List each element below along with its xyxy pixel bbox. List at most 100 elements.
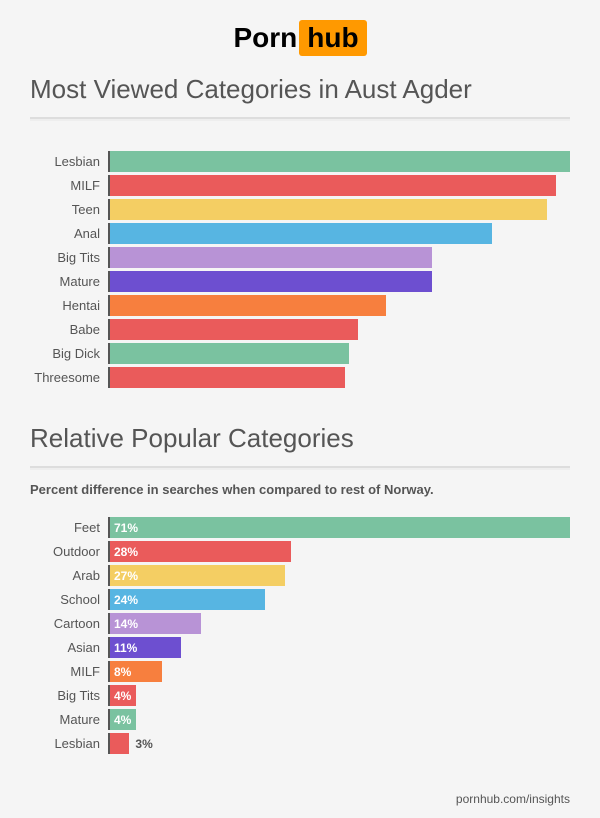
bar <box>110 151 570 172</box>
chart-row: MILF <box>30 175 570 196</box>
bar: 24% <box>110 589 265 610</box>
bar: 8% <box>110 661 162 682</box>
bar-label: MILF <box>30 178 108 193</box>
chart-row: Cartoon 14% <box>30 613 570 634</box>
bar-area <box>108 367 570 388</box>
bar-label: Arab <box>30 568 108 583</box>
bar: 4% <box>110 685 136 706</box>
bar: 14% <box>110 613 201 634</box>
bar: 27% <box>110 565 285 586</box>
logo-text-hub: hub <box>299 20 366 56</box>
bar-area: 71% <box>108 517 570 538</box>
bar-area <box>108 271 570 292</box>
chart-row: Lesbian 3% <box>30 733 570 754</box>
bar <box>110 367 345 388</box>
title-underline <box>30 117 570 121</box>
chart1: Lesbian MILF Teen Anal Big Tits Mature Hentai B… <box>30 151 570 388</box>
bar-label: Mature <box>30 274 108 289</box>
bar: 4% <box>110 709 136 730</box>
bar <box>110 271 432 292</box>
bar-label: Cartoon <box>30 616 108 631</box>
chart2: Feet 71% Outdoor 28% Arab 27% School 24% Cartoon… <box>30 517 570 754</box>
chart-row: Big Tits 4% <box>30 685 570 706</box>
chart2-title: Relative Popular Categories <box>30 423 570 454</box>
bar-area: 8% <box>108 661 570 682</box>
logo-text-porn: Porn <box>233 22 297 54</box>
bar-area: 28% <box>108 541 570 562</box>
chart-row: Babe <box>30 319 570 340</box>
bar-label: MILF <box>30 664 108 679</box>
bar-value: 8% <box>114 665 131 679</box>
chart-row: Hentai <box>30 295 570 316</box>
bar <box>110 343 349 364</box>
bar-label: School <box>30 592 108 607</box>
bar-area: 27% <box>108 565 570 586</box>
bar: 71% <box>110 517 570 538</box>
chart-row: Big Tits <box>30 247 570 268</box>
chart-row: Teen <box>30 199 570 220</box>
chart-row: School 24% <box>30 589 570 610</box>
bar-label: Threesome <box>30 370 108 385</box>
bar <box>110 223 492 244</box>
bar-area <box>108 175 570 196</box>
chart2-subtitle: Percent difference in searches when comp… <box>30 482 570 497</box>
bar-label: Big Dick <box>30 346 108 361</box>
bar-area: 11% <box>108 637 570 658</box>
bar-label: Asian <box>30 640 108 655</box>
bar-value: 24% <box>114 593 138 607</box>
bar-value: 28% <box>114 545 138 559</box>
bar-label: Big Tits <box>30 250 108 265</box>
chart-row: Asian 11% <box>30 637 570 658</box>
bar-area <box>108 343 570 364</box>
chart1-title: Most Viewed Categories in Aust Agder <box>30 74 570 105</box>
title-underline <box>30 466 570 470</box>
bar-label: Hentai <box>30 298 108 313</box>
bar-label: Feet <box>30 520 108 535</box>
bar-area: 24% <box>108 589 570 610</box>
bar <box>110 733 129 754</box>
chart-row: Arab 27% <box>30 565 570 586</box>
bar <box>110 295 386 316</box>
bar-value: 71% <box>114 521 138 535</box>
bar-area: 14% <box>108 613 570 634</box>
bar-area: 3% <box>108 733 570 754</box>
bar-area <box>108 199 570 220</box>
chart-row: Anal <box>30 223 570 244</box>
bar-area <box>108 295 570 316</box>
bar <box>110 247 432 268</box>
chart-row: MILF 8% <box>30 661 570 682</box>
bar-area <box>108 247 570 268</box>
bar <box>110 199 547 220</box>
chart-row: Mature <box>30 271 570 292</box>
bar: 28% <box>110 541 291 562</box>
chart-row: Feet 71% <box>30 517 570 538</box>
chart-row: Mature 4% <box>30 709 570 730</box>
chart-row: Lesbian <box>30 151 570 172</box>
bar-label: Teen <box>30 202 108 217</box>
bar-value: 11% <box>114 641 137 655</box>
bar-label: Lesbian <box>30 736 108 751</box>
bar-area: 4% <box>108 685 570 706</box>
bar: 11% <box>110 637 181 658</box>
bar-label: Lesbian <box>30 154 108 169</box>
chart-row: Big Dick <box>30 343 570 364</box>
bar-label: Babe <box>30 322 108 337</box>
bar-area <box>108 151 570 172</box>
bar-value: 4% <box>114 713 131 727</box>
bar-area: 4% <box>108 709 570 730</box>
bar-value: 14% <box>114 617 138 631</box>
chart-row: Threesome <box>30 367 570 388</box>
logo: Pornhub <box>30 20 570 56</box>
bar-label: Outdoor <box>30 544 108 559</box>
chart-row: Outdoor 28% <box>30 541 570 562</box>
bar <box>110 175 556 196</box>
bar-label: Mature <box>30 712 108 727</box>
bar-label: Big Tits <box>30 688 108 703</box>
bar-area <box>108 223 570 244</box>
bar-value: 3% <box>135 737 152 751</box>
footer-source: pornhub.com/insights <box>456 792 570 806</box>
bar <box>110 319 358 340</box>
bar-value: 4% <box>114 689 131 703</box>
bar-value: 27% <box>114 569 138 583</box>
bar-label: Anal <box>30 226 108 241</box>
